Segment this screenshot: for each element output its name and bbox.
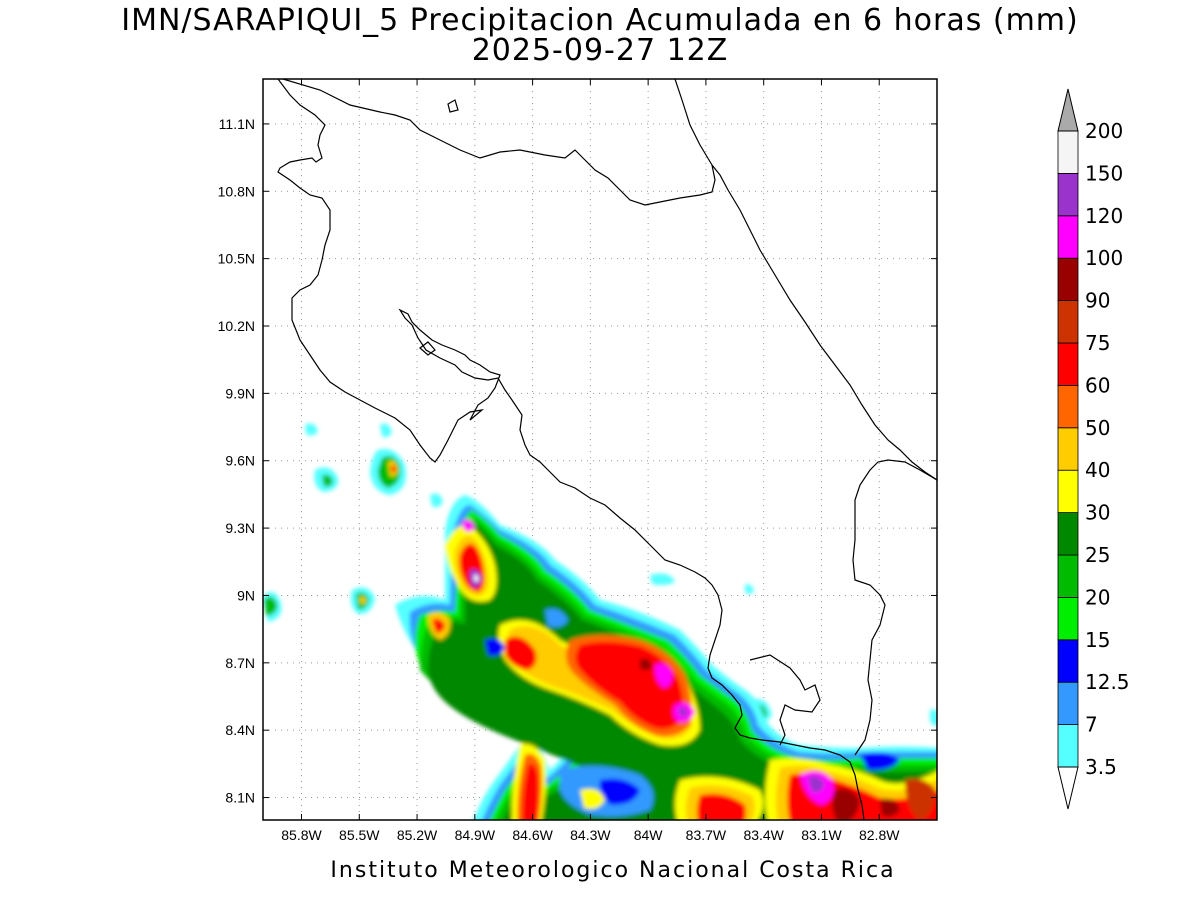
colorbar-extend-max xyxy=(1057,88,1079,132)
colorbar-label: 7 xyxy=(1085,713,1098,737)
colorbar-swatch xyxy=(1057,469,1079,514)
colorbar: 3.5 7 12.5 15 20 25 30 40 50 60 75 90 100 120 150 200 xyxy=(1057,88,1130,810)
figure-title: IMN/SARAPIQUI_5 Precipitacion Acumulada … xyxy=(121,3,1078,38)
colorbar-label: 3.5 xyxy=(1085,755,1117,779)
colorbar-swatch xyxy=(1057,342,1079,386)
precipitation-field xyxy=(263,423,937,820)
colorbar-label: 200 xyxy=(1085,119,1123,143)
x-tick-label: 84.6W xyxy=(512,827,553,843)
y-tick-label: 11.1N xyxy=(219,116,255,132)
colorbar-swatch xyxy=(1057,130,1079,174)
colorbar-swatch xyxy=(1057,384,1079,429)
map-frame xyxy=(262,78,938,821)
colorbar-swatch xyxy=(1057,554,1079,598)
y-tick-label: 9N xyxy=(237,587,255,603)
y-tick-label: 9.9N xyxy=(225,385,255,401)
y-tick-label: 8.7N xyxy=(225,655,255,671)
y-tick-label: 9.3N xyxy=(225,520,255,536)
x-tick-label: 82.8W xyxy=(859,827,900,843)
colorbar-label: 12.5 xyxy=(1085,670,1130,694)
colorbar-swatch xyxy=(1057,300,1079,344)
colorbar-swatch xyxy=(1057,597,1079,641)
y-tick-label: 10.8N xyxy=(218,183,255,199)
y-tick-label: 9.6N xyxy=(225,453,255,469)
x-tick-label: 84.9W xyxy=(455,827,496,843)
footer-credit: Instituto Meteorologico Nacional Costa R… xyxy=(330,858,895,883)
colorbar-label: 40 xyxy=(1085,458,1110,482)
colorbar-label: 120 xyxy=(1085,204,1123,228)
colorbar-label: 30 xyxy=(1085,501,1110,525)
x-tick-label: 85.5W xyxy=(339,827,380,843)
coastline-and-borders xyxy=(277,79,937,820)
colorbar-label: 60 xyxy=(1085,373,1110,397)
colorbar-label: 75 xyxy=(1085,331,1110,355)
colorbar-extend-min xyxy=(1057,766,1079,810)
x-tick-label: 84.3W xyxy=(570,827,611,843)
colorbar-label: 90 xyxy=(1085,289,1110,313)
colorbar-label: 15 xyxy=(1085,628,1110,652)
colorbar-swatch xyxy=(1057,681,1079,726)
colorbar-swatch xyxy=(1057,172,1079,217)
colorbar-label: 150 xyxy=(1085,161,1123,185)
y-tick-label: 10.5N xyxy=(218,251,255,267)
colorbar-label: 100 xyxy=(1085,246,1123,270)
y-tick-label: 8.4N xyxy=(225,722,255,738)
figure-subtitle: 2025-09-27 12Z xyxy=(472,33,729,68)
x-tick-label: 83.7W xyxy=(686,827,727,843)
longitude-ticks: 85.8W 85.5W 85.2W 84.9W 84.6W 84.3W 84W 83.7W 83… xyxy=(281,79,900,843)
colorbar-swatch xyxy=(1057,512,1079,556)
x-tick-label: 84W xyxy=(634,827,664,843)
colorbar-label: 20 xyxy=(1085,585,1110,609)
colorbar-swatch xyxy=(1057,639,1079,683)
x-tick-label: 85.8W xyxy=(281,827,322,843)
colorbar-swatch xyxy=(1057,257,1079,302)
colorbar-label: 25 xyxy=(1085,543,1110,567)
latitude-ticks: 11.1N 10.8N 10.5N 10.2N 9.9N 9.6N 9.3N 9N 8.7N 8.… xyxy=(218,116,937,806)
y-tick-label: 10.2N xyxy=(218,318,255,334)
x-tick-label: 83.1W xyxy=(801,827,842,843)
y-tick-label: 8.1N xyxy=(225,790,255,806)
colorbar-swatch xyxy=(1057,427,1079,471)
colorbar-swatch xyxy=(1057,724,1079,768)
x-tick-label: 85.2W xyxy=(397,827,438,843)
x-tick-label: 83.4W xyxy=(743,827,784,843)
colorbar-swatch xyxy=(1057,215,1079,259)
colorbar-label: 50 xyxy=(1085,416,1110,440)
